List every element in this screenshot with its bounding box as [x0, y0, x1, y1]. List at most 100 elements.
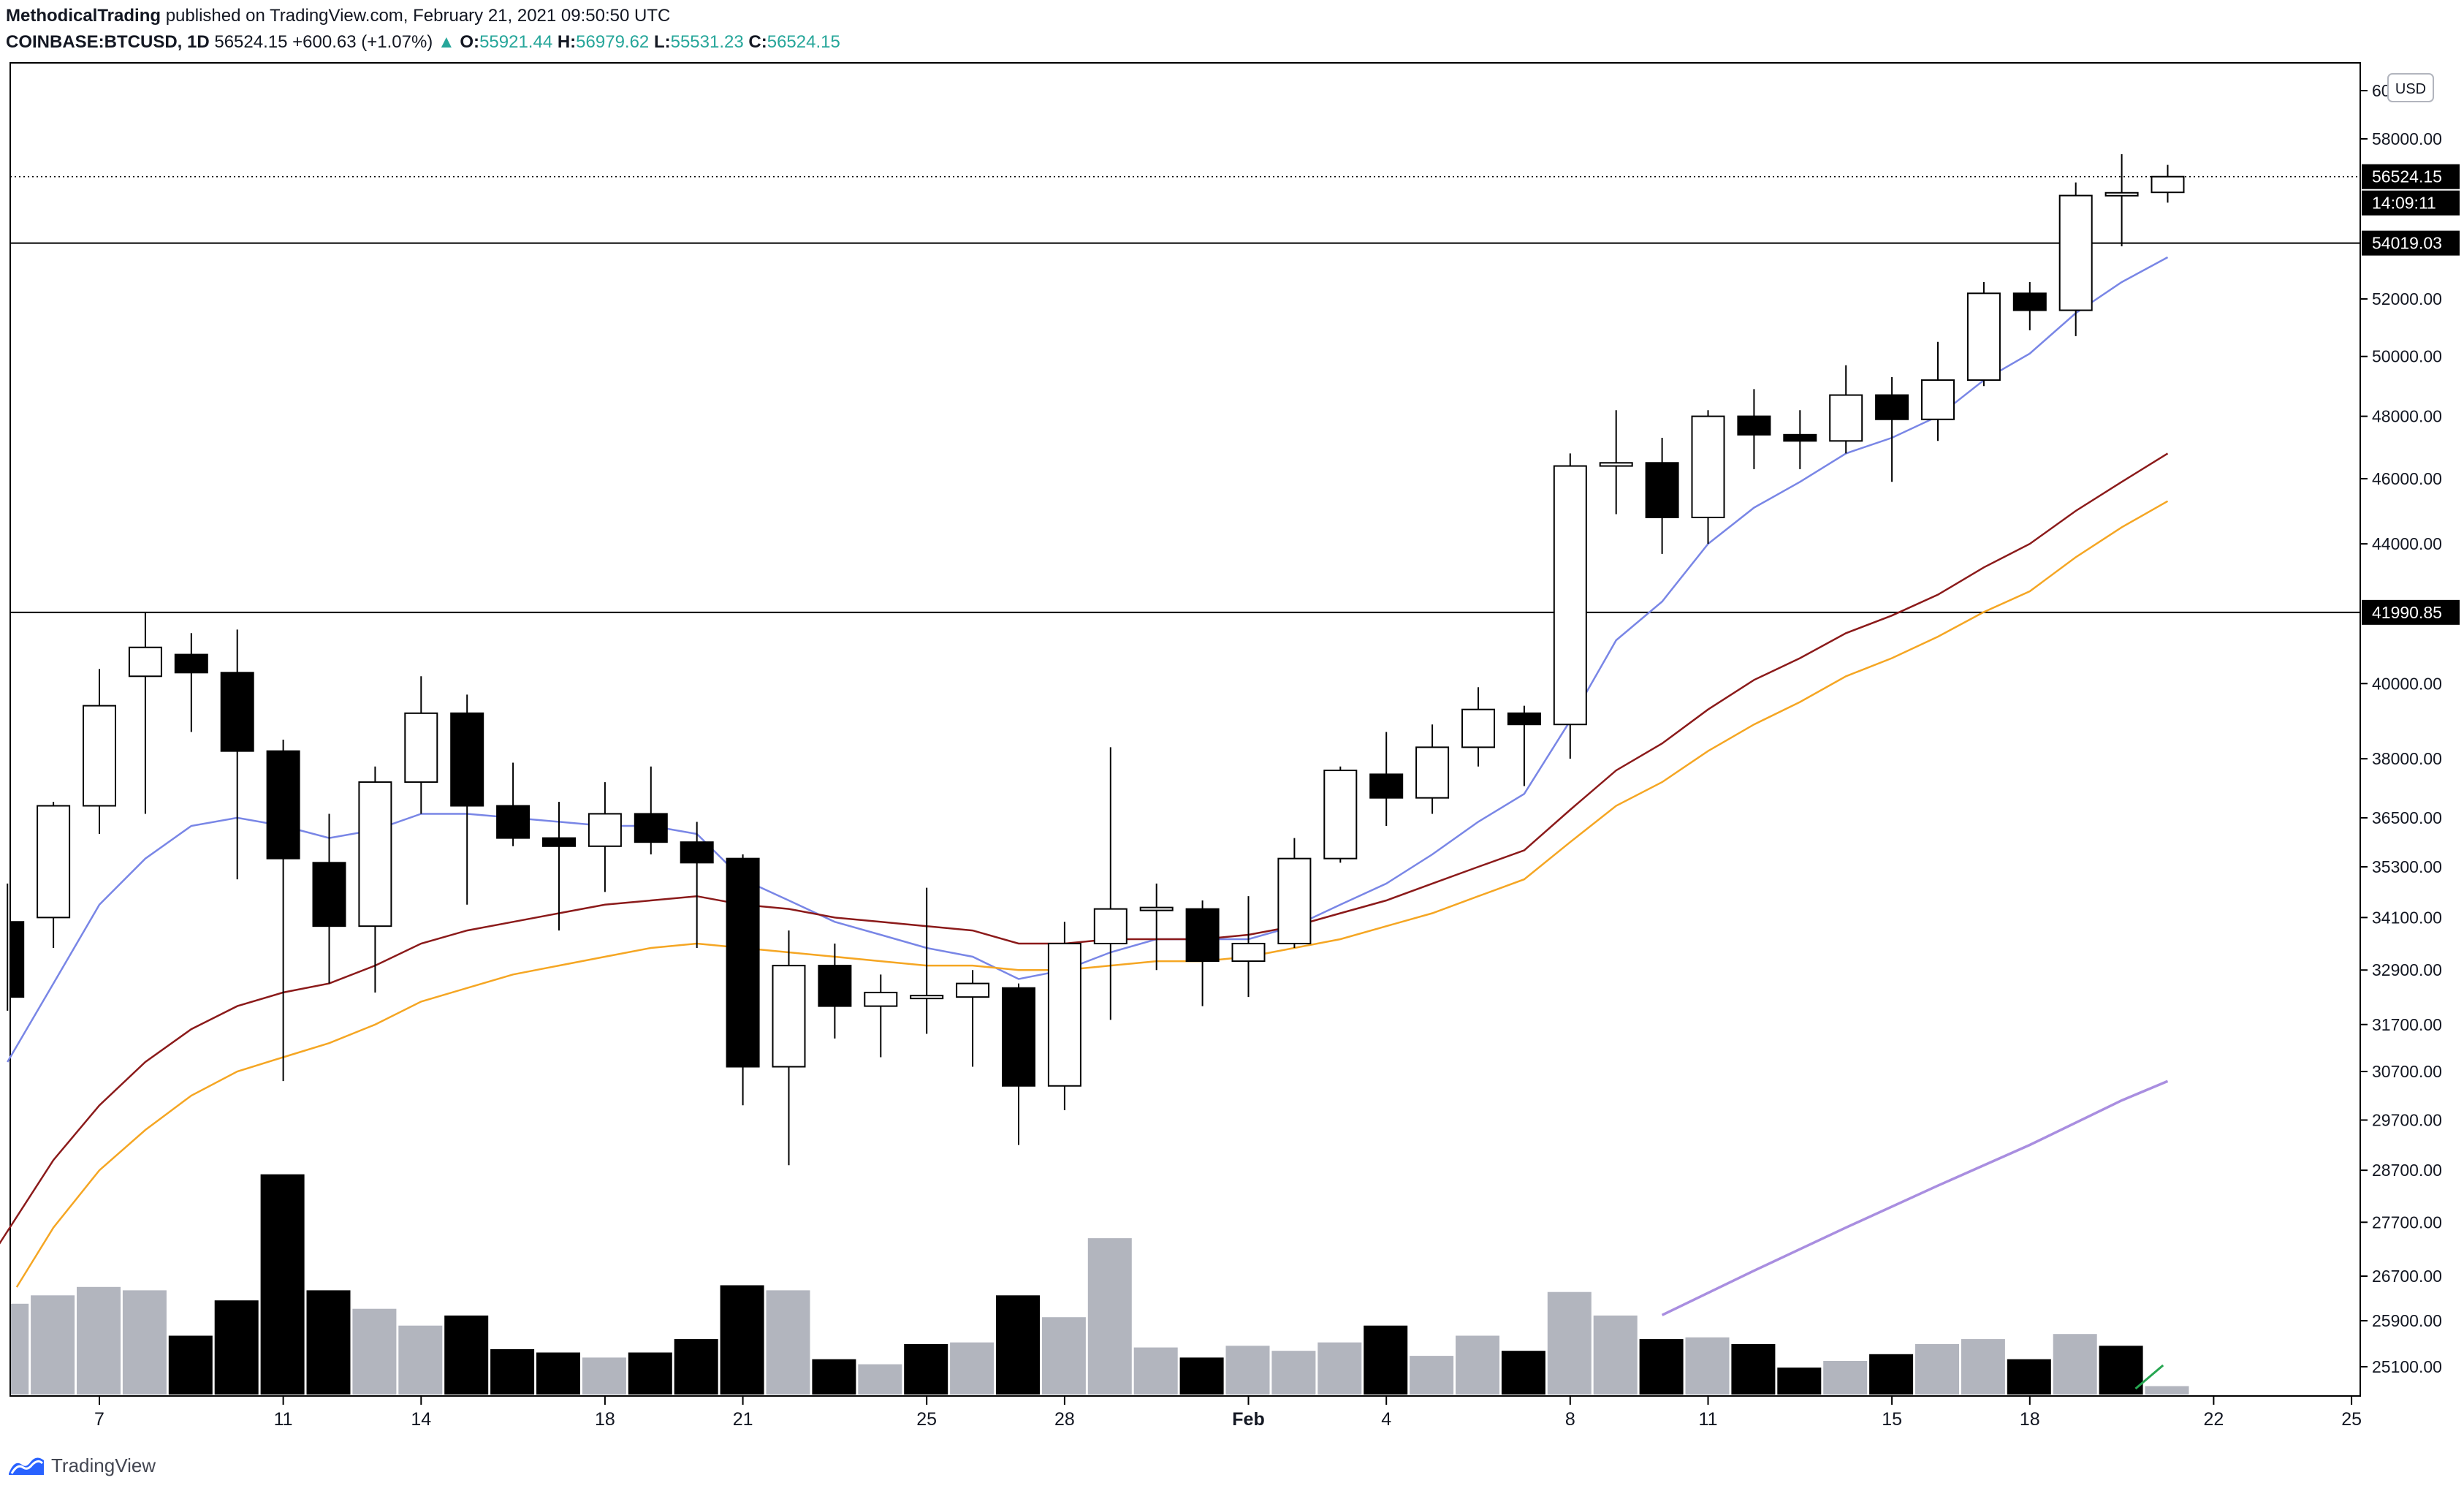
- candle-36[interactable]: [1645, 438, 1679, 554]
- level-tag-0-label: 54019.03: [2372, 234, 2442, 253]
- moving-average-3[interactable]: [1661, 1080, 2169, 1316]
- candle-25[interactable]: [1139, 883, 1174, 971]
- currency-badge[interactable]: USD: [2387, 73, 2434, 102]
- candle-body: [266, 750, 300, 860]
- volume-bar-33: [1501, 1351, 1545, 1395]
- candle-43[interactable]: [1966, 282, 2001, 387]
- candle-31[interactable]: [1415, 724, 1450, 814]
- candle-38[interactable]: [1737, 389, 1771, 469]
- candle-37[interactable]: [1691, 410, 1725, 545]
- candle-46[interactable]: [2104, 153, 2139, 247]
- candle-29[interactable]: [1323, 766, 1358, 863]
- footer-brand[interactable]: TradingView: [51, 1454, 156, 1476]
- volume-bar-12: [536, 1352, 580, 1395]
- candle-16[interactable]: [726, 854, 760, 1106]
- candle-23[interactable]: [1047, 922, 1081, 1111]
- high-value: 56979.62: [576, 32, 650, 52]
- candle-2[interactable]: [83, 669, 116, 835]
- candle-26[interactable]: [1185, 900, 1220, 1006]
- candle-body: [1553, 465, 1587, 726]
- low-value: 55531.23: [670, 32, 744, 52]
- volume-bar-25: [1133, 1347, 1178, 1395]
- candle-body: [37, 805, 71, 919]
- volume-bar-31: [1410, 1356, 1454, 1395]
- candle-17[interactable]: [772, 930, 806, 1166]
- candle-body: [542, 837, 576, 847]
- volume-bar-40: [1823, 1361, 1868, 1395]
- candle-44[interactable]: [2012, 282, 2047, 330]
- x-tick-label-1: 11: [274, 1409, 293, 1430]
- candle-30[interactable]: [1369, 732, 1404, 826]
- candle-47[interactable]: [2151, 164, 2185, 203]
- volume-bar-6: [260, 1174, 305, 1395]
- candle-45[interactable]: [2058, 182, 2093, 336]
- candle-41[interactable]: [1875, 376, 1909, 482]
- candle-9[interactable]: [404, 676, 438, 814]
- moving-average-1[interactable]: [0, 452, 2169, 1259]
- candle-body: [2151, 175, 2185, 194]
- price-axis[interactable]: 25100.00 25900.00 26700.00 27700.00 28700.00…: [2360, 81, 2442, 1376]
- x-tick-label-6: 28: [1054, 1409, 1075, 1430]
- y-tick-label-12: 38000.00: [2372, 749, 2442, 768]
- candle-40[interactable]: [1829, 365, 1863, 454]
- candle-14[interactable]: [634, 766, 668, 855]
- volume-bar-46: [2099, 1346, 2143, 1395]
- candle-4[interactable]: [174, 633, 208, 732]
- candle-body: [1139, 906, 1174, 911]
- candle-28[interactable]: [1277, 838, 1312, 948]
- candle-22[interactable]: [1002, 983, 1035, 1145]
- volume-bar-16: [720, 1285, 764, 1395]
- candle-body: [1507, 712, 1541, 726]
- candle-21[interactable]: [956, 970, 990, 1067]
- y-tick-label-11: 36500.00: [2372, 808, 2442, 827]
- candle-32[interactable]: [1461, 687, 1495, 767]
- candle-19[interactable]: [864, 974, 898, 1058]
- candle-6[interactable]: [266, 739, 300, 1082]
- candle-1[interactable]: [37, 802, 71, 948]
- candle-body: [404, 712, 438, 784]
- x-tick-label-11: 15: [1882, 1409, 1902, 1430]
- y-tick-label-18: 52000.00: [2372, 289, 2442, 308]
- candle-33[interactable]: [1507, 705, 1541, 786]
- candle-body: [1185, 908, 1220, 963]
- x-tick-label-13: 22: [2203, 1409, 2224, 1430]
- candle-24[interactable]: [1093, 747, 1128, 1020]
- volume-bar-30: [1364, 1325, 1408, 1395]
- candle-15[interactable]: [680, 822, 714, 948]
- candle-3[interactable]: [128, 612, 162, 814]
- volume-bar-29: [1317, 1342, 1362, 1395]
- open-label: O:: [460, 32, 480, 52]
- moving-average-2[interactable]: [15, 500, 2169, 1288]
- candle-20[interactable]: [910, 887, 944, 1034]
- candle-13[interactable]: [588, 782, 622, 892]
- x-tick-label-10: 11: [1699, 1409, 1718, 1430]
- open-value: 55921.44: [479, 32, 553, 52]
- candle-body: [1599, 462, 1633, 467]
- candle-42[interactable]: [1921, 341, 1955, 441]
- volume-bar-8: [352, 1308, 397, 1395]
- candle-8[interactable]: [358, 766, 392, 993]
- y-tick-label-15: 46000.00: [2372, 469, 2442, 488]
- author-name[interactable]: MethodicalTrading: [6, 6, 161, 26]
- candle-body: [818, 965, 852, 1007]
- candle-body: [312, 862, 346, 927]
- candles[interactable]: [7, 153, 2185, 1166]
- candle-39[interactable]: [1783, 410, 1817, 469]
- candle-18[interactable]: [818, 943, 852, 1039]
- symbol-label[interactable]: COINBASE:BTCUSD, 1D: [6, 32, 210, 52]
- candle-27[interactable]: [1231, 896, 1266, 998]
- candle-0[interactable]: [7, 883, 25, 1011]
- time-axis[interactable]: 7 11 14 18 21 25 28 Feb 4 8 11 15 18 22 25: [94, 1396, 2362, 1430]
- candle-7[interactable]: [312, 813, 346, 984]
- candle-body: [910, 995, 944, 1000]
- candle-11[interactable]: [496, 762, 531, 846]
- y-tick-label-6: 30700.00: [2372, 1062, 2442, 1081]
- volume-bar-1: [31, 1295, 75, 1395]
- candle-body: [83, 705, 116, 807]
- candle-10[interactable]: [450, 694, 484, 905]
- candle-12[interactable]: [542, 802, 576, 931]
- candle-34[interactable]: [1553, 453, 1587, 759]
- candle-35[interactable]: [1599, 410, 1633, 515]
- candle-5[interactable]: [220, 629, 254, 880]
